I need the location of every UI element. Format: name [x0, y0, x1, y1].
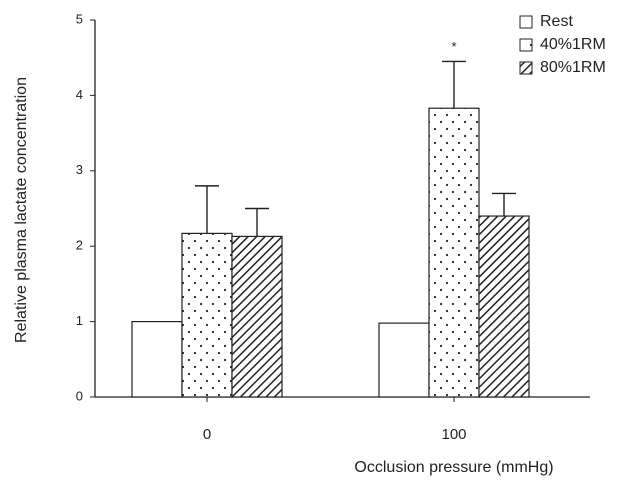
annotation: *	[451, 39, 456, 54]
error-bar	[245, 207, 269, 237]
bar	[231, 235, 283, 398]
y-tick-label: 2	[76, 238, 83, 253]
legend-label: Rest	[540, 13, 573, 30]
error-bar	[195, 185, 219, 234]
error-bar	[492, 192, 516, 217]
bar	[478, 215, 530, 398]
bar	[131, 321, 183, 398]
y-tick-label: 5	[76, 11, 83, 26]
legend-swatch	[519, 15, 533, 29]
y-axis-label: Relative plasma lactate concentration	[13, 77, 30, 343]
x-tick-label: 100	[441, 426, 466, 443]
y-tick-label: 0	[76, 388, 83, 403]
legend-label: 80%1RM	[540, 59, 606, 76]
x-axis-label: Occlusion pressure (mmHg)	[354, 459, 553, 476]
y-tick-label: 4	[76, 87, 83, 102]
bar	[181, 232, 233, 398]
y-tick-label: 1	[76, 313, 83, 328]
y-tick-label: 3	[76, 162, 83, 177]
error-bar	[442, 60, 466, 109]
legend-swatch	[519, 61, 533, 75]
bar	[428, 107, 480, 398]
bar	[378, 322, 430, 398]
legend-swatch	[519, 38, 533, 52]
legend-label: 40%1RM	[540, 36, 606, 53]
x-tick-label: 0	[203, 426, 211, 443]
